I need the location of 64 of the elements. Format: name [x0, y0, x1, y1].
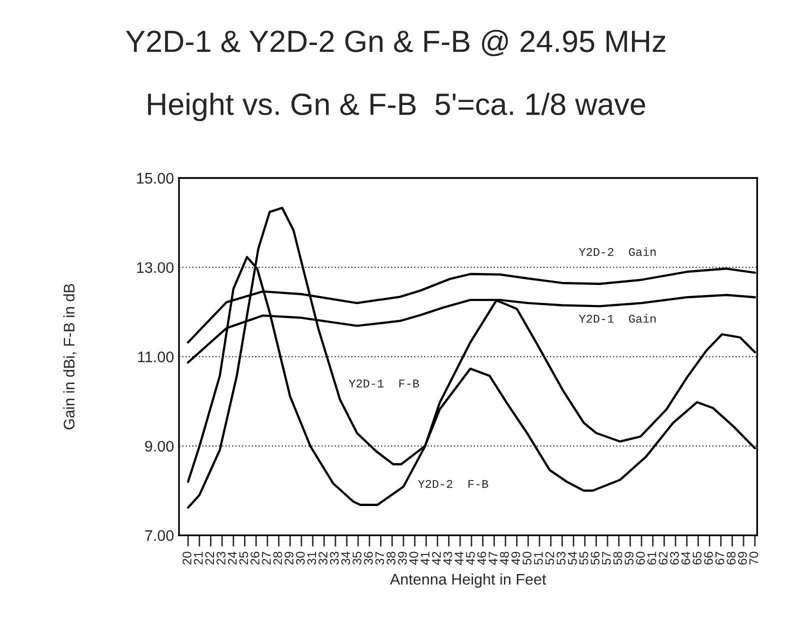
- x-tick-label: 25: [239, 552, 248, 565]
- x-tick-label: 51: [534, 552, 543, 565]
- x-tick-label: 66: [704, 552, 713, 565]
- annotation: Y2D-2 Gain: [578, 247, 656, 256]
- x-tick-label: 54: [568, 552, 577, 565]
- x-tick-label: 34: [341, 552, 350, 565]
- x-tick-label: 33: [330, 552, 339, 565]
- x-tick-label: 39: [398, 552, 407, 565]
- x-tick-label: 38: [386, 552, 396, 565]
- x-tick-label: 52: [545, 552, 554, 565]
- y-tick-label: 9.00: [145, 440, 174, 452]
- x-tick-label: 60: [636, 552, 645, 565]
- x-tick-label: 56: [590, 552, 600, 565]
- x-tick-label: 59: [624, 552, 634, 565]
- x-tick-label: 62: [658, 552, 668, 565]
- x-axis-title: Antenna Height in Feet: [390, 573, 546, 588]
- x-tick-label: 69: [738, 552, 747, 565]
- x-tick-label: 49: [511, 552, 520, 565]
- y-tick-label: 7.00: [145, 530, 174, 541]
- x-tick-label: 55: [579, 552, 588, 565]
- y-tick-label: 11.00: [138, 352, 174, 362]
- x-tick-label: 46: [477, 552, 486, 565]
- x-tick-label: 21: [194, 552, 203, 565]
- x-tick-label: 65: [692, 552, 702, 565]
- x-tick-label: 27: [262, 552, 271, 565]
- x-tick-label: 70: [749, 552, 758, 565]
- x-tick-label: 61: [647, 552, 656, 565]
- y-tick-label: 15.00: [137, 172, 174, 184]
- x-tick-label: 47: [488, 552, 498, 565]
- chart-title: Y2D-1 & Y2D-2 Gn & F-B @ 24.95 MHz: [126, 30, 666, 56]
- x-tick-label: 67: [715, 552, 724, 565]
- x-tick-label: 43: [443, 552, 452, 565]
- x-tick-label: 58: [613, 552, 622, 565]
- x-tick-label: 31: [307, 552, 316, 565]
- x-tick-label: 24: [228, 552, 237, 565]
- x-tick-label: 28: [273, 552, 282, 565]
- x-tick-label: 22: [205, 552, 214, 565]
- annotation: Y2D-1 F-B: [348, 379, 420, 388]
- x-tick-label: 45: [466, 552, 475, 565]
- chart-subtitle: Height vs. Gn & F-B 5'=ca. 1/8 wave: [148, 92, 646, 122]
- x-tick-label: 63: [670, 552, 679, 565]
- x-tick-label: 37: [375, 552, 384, 565]
- x-tick-label: 40: [409, 552, 418, 565]
- x-tick-label: 35: [352, 552, 362, 565]
- annotation: Y2D-1 Gain: [578, 314, 656, 323]
- x-tick-label: 23: [216, 552, 226, 565]
- y-tick-label: 13.00: [137, 262, 174, 274]
- x-tick-label: 68: [726, 552, 736, 565]
- x-tick-label: 53: [556, 552, 566, 565]
- x-tick-label: 36: [364, 552, 373, 565]
- x-tick-label: 20: [182, 552, 192, 565]
- x-tick-label: 57: [602, 552, 611, 565]
- x-tick-label: 26: [250, 552, 260, 565]
- x-tick-label: 42: [432, 552, 441, 565]
- x-tick-label: 30: [296, 552, 305, 565]
- x-tick-label: 50: [522, 552, 532, 565]
- x-tick-label: 32: [318, 552, 328, 565]
- annotation: Y2D-2 F-B: [418, 480, 488, 488]
- x-tick-label: 41: [420, 552, 430, 565]
- x-tick-label: 44: [454, 552, 464, 565]
- y-axis-title: Gain in dBi, F-B in dB: [63, 284, 76, 430]
- x-tick-label: 48: [500, 552, 509, 565]
- x-tick-label: 64: [681, 552, 690, 565]
- x-tick-label: 29: [284, 552, 294, 565]
